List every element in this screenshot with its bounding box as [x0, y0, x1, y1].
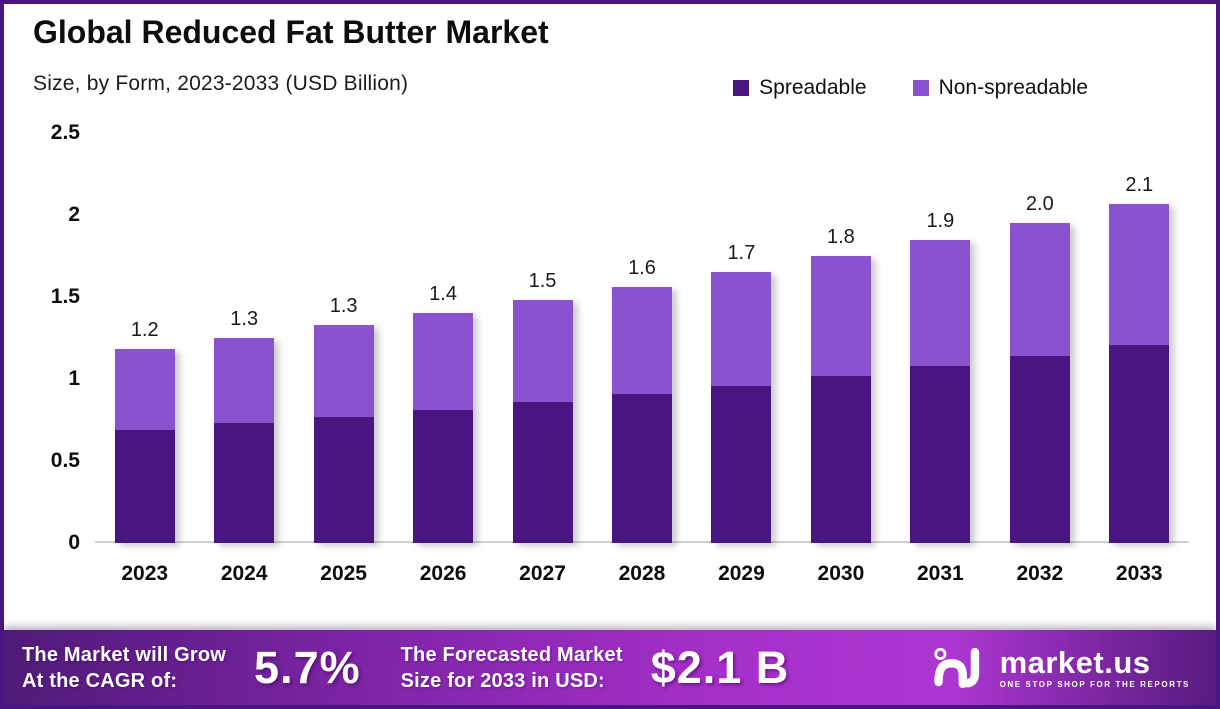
x-axis-labels: 2023 2024 2025 2026 2027 2028 2029 2030 2031 2032… — [95, 562, 1189, 586]
bar-segment-spreadable — [114, 429, 175, 543]
bar-segment-spreadable — [611, 393, 672, 543]
bar-stack-2024 — [214, 338, 275, 543]
bar-segment-spreadable — [512, 401, 573, 543]
bar-total-label: 1.6 — [628, 257, 656, 280]
bar-segment-spreadable — [1009, 356, 1070, 543]
bar-total-label: 1.3 — [230, 308, 259, 331]
bar-total-label: 1.8 — [826, 226, 855, 249]
bar-column-2031: 1.9 — [891, 210, 990, 543]
forecast-label-line2: Size for 2033 in USD: — [400, 669, 605, 692]
bar-total-label: 1.3 — [329, 294, 358, 317]
bar-total-label: 2.0 — [1025, 193, 1054, 216]
x-tick-2033: 2033 — [1115, 562, 1163, 585]
chart-subtitle: Size, by Form, 2023-2033 (USD Billion) — [33, 72, 409, 95]
bar-column-2030: 1.8 — [791, 226, 890, 543]
bar-stack-2032 — [1009, 223, 1070, 543]
chart-legend: Spreadable Non-spreadable — [733, 76, 1088, 100]
x-tick-2028: 2028 — [618, 562, 666, 585]
bar-segment-non-spreadable — [214, 338, 275, 424]
legend-item-spreadable: Spreadable — [733, 76, 867, 100]
x-tick-2030: 2030 — [817, 562, 865, 585]
x-tick-2029: 2029 — [718, 562, 765, 585]
bar-total-label: 1.7 — [727, 242, 756, 265]
y-tick-1: 1 — [68, 367, 80, 390]
bar-segment-spreadable — [1109, 344, 1170, 543]
brand-text: market.us ONE STOP SHOP FOR THE REPORTS — [1000, 647, 1190, 689]
bar-column-2028: 1.6 — [592, 257, 691, 543]
legend-item-non-spreadable: Non-spreadable — [912, 76, 1088, 100]
cagr-label-line1: The Market will Grow — [22, 643, 227, 666]
x-tick-2032: 2032 — [1016, 562, 1064, 585]
legend-label: Spreadable — [759, 76, 867, 99]
bar-stack-2026 — [413, 313, 474, 543]
bar-stack-2025 — [313, 324, 374, 543]
bar-column-2032: 2.0 — [990, 193, 1089, 543]
bar-column-2026: 1.4 — [393, 283, 492, 543]
bar-column-2023: 1.2 — [95, 319, 194, 543]
bar-stack-2027 — [512, 300, 573, 543]
bar-segment-spreadable — [910, 365, 971, 543]
bar-total-label: 1.9 — [926, 209, 955, 232]
bar-stack-2031 — [910, 239, 971, 543]
x-tick-2027: 2027 — [519, 562, 566, 585]
bar-stack-2030 — [810, 256, 871, 543]
y-tick-1.5: 1.5 — [50, 285, 80, 308]
y-tick-0.5: 0.5 — [50, 449, 80, 472]
x-tick-2023: 2023 — [121, 562, 169, 585]
bar-stack-2033 — [1109, 203, 1170, 543]
cagr-value: 5.7% — [254, 641, 361, 693]
bar-column-2024: 1.3 — [194, 308, 293, 543]
bar-segment-non-spreadable — [114, 349, 175, 430]
y-tick-2.5: 2.5 — [50, 121, 80, 144]
forecast-label: The Forecasted Market Size for 2033 in U… — [401, 642, 623, 694]
x-tick-2031: 2031 — [916, 562, 964, 585]
bar-segment-spreadable — [214, 423, 275, 543]
bar-chart: 1.2 1.3 1.3 1.4 1.5 1.6 1.7 1.8 1.9 2.0 2.1 — [95, 123, 1189, 543]
bar-segment-non-spreadable — [1009, 223, 1070, 357]
bar-segment-non-spreadable — [810, 256, 871, 376]
bar-segment-spreadable — [711, 385, 772, 543]
bar-total-label: 1.5 — [528, 270, 557, 293]
bar-segment-non-spreadable — [413, 313, 474, 411]
cagr-label-line2: At the CAGR of: — [22, 669, 178, 692]
bar-segment-non-spreadable — [313, 324, 374, 417]
legend-swatch — [912, 80, 929, 96]
x-tick-2024: 2024 — [220, 562, 268, 585]
bar-stack-2028 — [611, 287, 672, 543]
bar-stack-2023 — [114, 349, 175, 543]
forecast-value: $2.1 B — [650, 641, 790, 693]
market-us-swirl-icon — [933, 647, 979, 688]
bar-segment-spreadable — [810, 375, 871, 543]
cagr-label: The Market will Grow At the CAGR of: — [22, 642, 226, 694]
forecast-label-line1: The Forecasted Market — [400, 643, 623, 666]
bar-segment-non-spreadable — [611, 287, 672, 394]
bar-stack-2029 — [711, 272, 772, 543]
bar-segment-spreadable — [413, 410, 474, 543]
footer-banner: The Market will Grow At the CAGR of: 5.7… — [4, 630, 1216, 705]
bar-column-2027: 1.5 — [493, 270, 592, 543]
bar-segment-non-spreadable — [910, 239, 971, 366]
bar-column-2033: 2.1 — [1090, 174, 1189, 543]
bar-segment-spreadable — [313, 416, 374, 543]
x-tick-2026: 2026 — [419, 562, 467, 585]
brand-logo: market.us ONE STOP SHOP FOR THE REPORTS — [932, 640, 1190, 696]
bar-total-label: 1.4 — [429, 283, 457, 306]
bar-total-label: 2.1 — [1125, 173, 1154, 196]
x-tick-2025: 2025 — [320, 562, 367, 585]
bar-segment-non-spreadable — [711, 272, 772, 386]
y-tick-0: 0 — [68, 531, 80, 554]
bar-column-2025: 1.3 — [294, 295, 393, 543]
page-title: Global Reduced Fat Butter Market — [33, 14, 549, 50]
legend-swatch — [733, 80, 750, 96]
bar-total-label: 1.2 — [130, 319, 159, 342]
bar-segment-non-spreadable — [1109, 203, 1170, 345]
brand-tagline: ONE STOP SHOP FOR THE REPORTS — [999, 679, 1190, 689]
y-tick-2: 2 — [68, 203, 80, 226]
bar-segment-non-spreadable — [512, 300, 573, 402]
legend-label: Non-spreadable — [938, 76, 1088, 99]
bar-column-2029: 1.7 — [692, 242, 791, 543]
brand-name: market.us — [999, 644, 1151, 680]
